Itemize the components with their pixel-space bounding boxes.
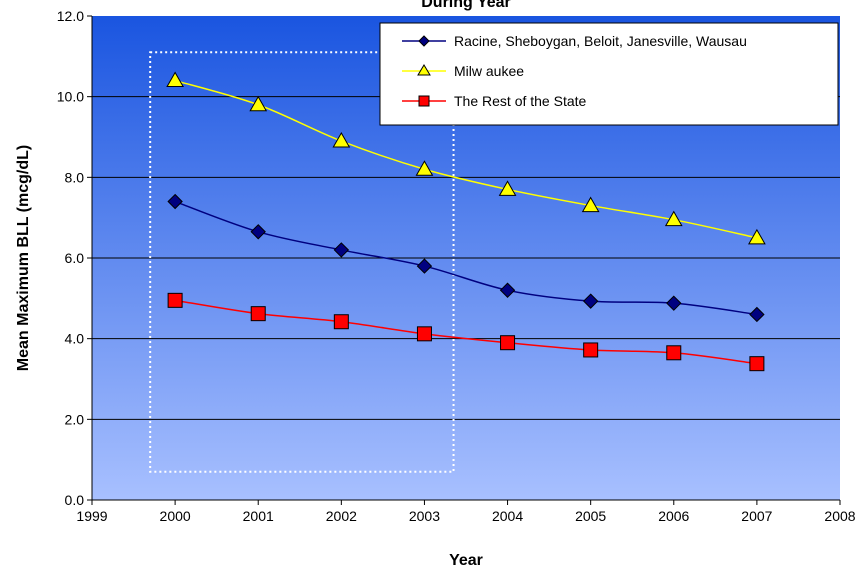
x-tick-label: 2003 [409,508,440,524]
series-layer [166,71,766,372]
data-point-2004 [499,282,516,298]
data-point-2003 [416,326,432,342]
data-point-2007 [748,228,766,245]
data-point-2006 [666,295,682,311]
y-tick-label: 4.0 [65,331,85,347]
y-tick-label: 6.0 [65,250,85,266]
series-1 [167,193,765,323]
x-tick-label: 2001 [243,508,274,524]
data-point-2005 [582,293,599,309]
highlight-box-layer [149,51,455,473]
x-tick-label: 1999 [76,508,107,524]
y-tick-label: 10.0 [57,89,84,105]
x-tick-label: 2007 [741,508,772,524]
y-tick-label: 2.0 [65,411,85,427]
data-point-2002 [333,242,350,258]
data-point-2000 [166,71,184,88]
legend-marker [417,64,431,76]
data-point-2002 [333,314,349,330]
data-point-2004 [498,180,517,196]
data-point-2005 [581,196,600,213]
series-line [174,79,758,239]
data-point-2000 [167,292,183,308]
series-line [174,200,757,316]
x-tick-label: 2006 [658,508,689,524]
legend-label: The Rest of the State [454,93,587,109]
data-point-2004 [500,335,516,351]
y-tick-label: 0.0 [65,492,85,508]
legend-item-1: Racine, Sheboygan, Beloit, Janesville, W… [402,33,747,49]
legend-marker [418,35,430,47]
series-line [174,299,757,365]
legend-item-2: Milw aukee [402,63,524,79]
axes: 0.0 2.0 4.0 6.0 8.0 10.0 12.0 1999 2000 2001 2002 2… [57,8,856,524]
data-point-2002 [332,132,351,148]
legend-label: Racine, Sheboygan, Beloit, Janesville, W… [454,33,747,49]
data-point-2005 [583,342,599,358]
highlight-box [149,51,455,473]
legend-marker [418,95,430,107]
data-point-2000 [167,193,183,210]
legend-item-3: The Rest of the State [402,93,587,109]
data-point-2003 [416,258,433,274]
data-point-2001 [250,224,266,240]
data-point-2006 [664,210,683,227]
data-point-2003 [415,160,434,176]
x-tick-label: 2008 [824,508,855,524]
data-point-2006 [666,345,682,361]
legend: Racine, Sheboygan, Beloit, Janesville, W… [379,22,839,126]
x-tick-label: 2004 [492,508,523,524]
legend-box [379,22,839,126]
data-point-2001 [249,95,268,112]
y-axis-title: Mean Maximum BLL (mcg/dL) [15,145,32,371]
data-point-2001 [250,306,266,322]
x-axis-title: Year [449,552,483,569]
y-tick-label: 12.0 [57,8,84,24]
chart-title: During Year [421,0,511,11]
y-tick-label: 8.0 [65,169,85,185]
x-tick-label: 2000 [160,508,191,524]
data-point-2007 [749,306,765,323]
x-tick-label: 2005 [575,508,606,524]
legend-label: Milw aukee [454,63,524,79]
data-point-2007 [749,356,765,372]
series-3 [167,292,765,372]
x-tick-label: 2002 [326,508,357,524]
series-2 [166,71,766,245]
